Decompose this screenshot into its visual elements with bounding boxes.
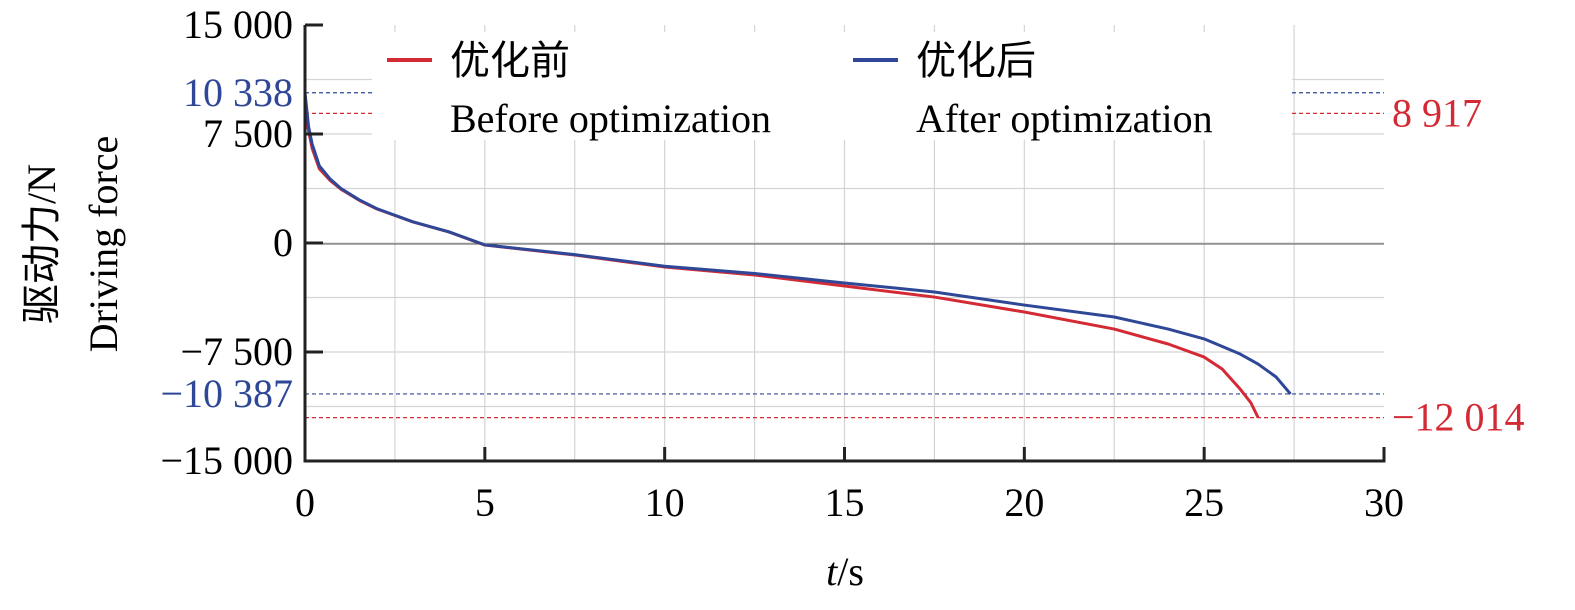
annotation-value: 10 338 bbox=[183, 70, 293, 115]
x-tick-label: 20 bbox=[1004, 480, 1044, 525]
x-axis-label-var: t bbox=[826, 549, 838, 594]
legend-label-before-en: Before optimization bbox=[450, 96, 771, 141]
x-tick-label: 0 bbox=[295, 480, 315, 525]
annotation-value: −10 387 bbox=[160, 371, 293, 416]
series-line-before-optimization bbox=[303, 113, 1260, 419]
x-tick-label: 25 bbox=[1184, 480, 1224, 525]
legend: 优化前 Before optimization 优化后 After optimi… bbox=[387, 38, 1213, 141]
annotations: 10 338 −10 387 8 917 −12 014 bbox=[160, 70, 1524, 440]
y-axis-label-en: Driving force bbox=[81, 136, 126, 353]
x-tick-label: 10 bbox=[645, 480, 685, 525]
y-tick-label: 0 bbox=[273, 220, 293, 265]
legend-label-after-en: After optimization bbox=[916, 96, 1213, 141]
x-tick-label: 5 bbox=[475, 480, 495, 525]
x-axis-label-unit: /s bbox=[837, 549, 864, 594]
annotation-value: −12 014 bbox=[1392, 395, 1525, 440]
y-tick-label: −7 500 bbox=[180, 329, 293, 374]
y-axis-label-cn: 驱动力/N bbox=[19, 164, 64, 324]
y-tick-label: −15 000 bbox=[160, 438, 293, 483]
x-axis-label: t/s bbox=[826, 549, 864, 594]
legend-label-after-cn: 优化后 bbox=[916, 38, 1036, 83]
ticks: 0 5 10 15 20 25 30 15 000 7 500 0 −7 500 −15 000 bbox=[160, 2, 1404, 525]
series-group bbox=[303, 92, 1292, 419]
x-tick-label: 15 bbox=[825, 480, 865, 525]
x-tick-label: 30 bbox=[1364, 480, 1404, 525]
annotation-value: 8 917 bbox=[1392, 90, 1482, 135]
y-tick-label: 7 500 bbox=[203, 111, 293, 156]
legend-background bbox=[372, 32, 1292, 140]
series-line-after-optimization bbox=[303, 92, 1292, 395]
y-tick-label: 15 000 bbox=[183, 2, 293, 47]
legend-label-before-cn: 优化前 bbox=[450, 38, 570, 83]
